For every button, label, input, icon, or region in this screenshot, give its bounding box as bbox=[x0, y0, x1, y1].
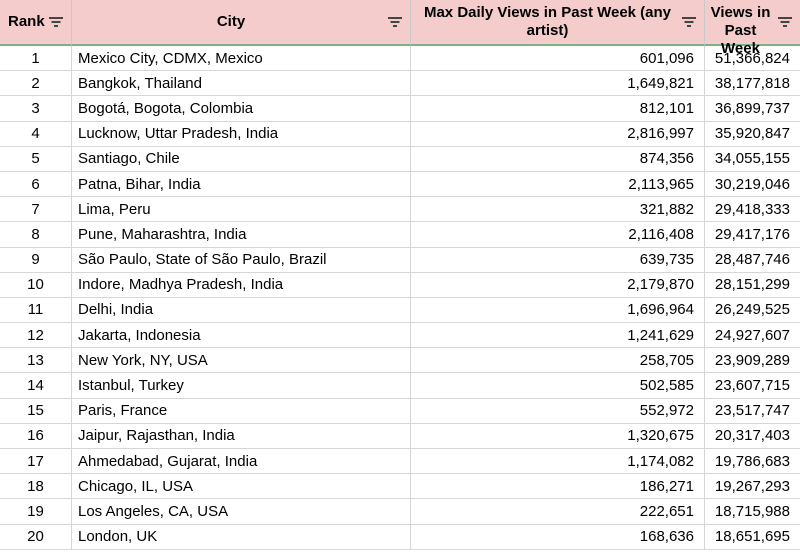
city-cell[interactable]: Paris, France bbox=[72, 398, 411, 424]
rank-cell[interactable]: 5 bbox=[0, 146, 72, 172]
max-views-cell[interactable]: 1,174,082 bbox=[411, 449, 705, 475]
city-cell[interactable]: Chicago, IL, USA bbox=[72, 474, 411, 500]
max-views-cell[interactable]: 2,179,870 bbox=[411, 272, 705, 298]
filter-icon[interactable] bbox=[388, 17, 402, 27]
rank-cell[interactable]: 17 bbox=[0, 449, 72, 475]
rank-cell[interactable]: 10 bbox=[0, 272, 72, 298]
city-cell[interactable]: Istanbul, Turkey bbox=[72, 373, 411, 399]
summed-views-cell[interactable]: 30,219,046 bbox=[705, 172, 800, 198]
header-city-label: City bbox=[216, 13, 246, 30]
city-cell[interactable]: Patna, Bihar, India bbox=[72, 171, 411, 198]
header-max-views-label: Max Daily Views in Past Week (any artist… bbox=[423, 4, 672, 39]
rank-cell[interactable]: 1 bbox=[0, 46, 72, 72]
summed-views-cell[interactable]: 23,517,747 bbox=[705, 399, 800, 424]
rank-cell[interactable]: 16 bbox=[0, 423, 72, 449]
rank-cell[interactable]: 3 bbox=[0, 96, 72, 122]
filter-icon[interactable] bbox=[49, 17, 63, 27]
max-views-cell[interactable]: 321,882 bbox=[411, 197, 705, 223]
header-rank[interactable]: Rank bbox=[0, 0, 72, 46]
city-cell[interactable]: London, UK bbox=[72, 524, 411, 550]
summed-views-cell[interactable]: 34,055,155 bbox=[705, 147, 800, 172]
filter-icon[interactable] bbox=[682, 17, 696, 27]
rank-cell[interactable]: 14 bbox=[0, 373, 72, 399]
summed-views-cell[interactable]: 29,418,333 bbox=[705, 197, 800, 223]
summed-views-cell[interactable]: 26,249,525 bbox=[705, 298, 800, 324]
summed-views-cell[interactable]: 23,909,289 bbox=[705, 348, 800, 374]
rank-cell[interactable]: 9 bbox=[0, 247, 72, 273]
summed-views-cell[interactable]: 20,317,403 bbox=[705, 424, 800, 449]
filter-icon[interactable] bbox=[778, 17, 792, 27]
header-city[interactable]: City bbox=[72, 0, 411, 46]
summed-views-cell[interactable]: 19,786,683 bbox=[705, 449, 800, 475]
city-cell[interactable]: Bangkok, Thailand bbox=[72, 71, 411, 97]
max-views-cell[interactable]: 552,972 bbox=[411, 398, 705, 424]
header-max-views[interactable]: Max Daily Views in Past Week (any artist… bbox=[411, 0, 705, 46]
city-cell[interactable]: Lucknow, Uttar Pradesh, India bbox=[72, 121, 411, 147]
summed-views-cell[interactable]: 29,417,176 bbox=[705, 222, 800, 248]
summed-views-cell[interactable]: 18,715,988 bbox=[705, 499, 800, 525]
city-cell[interactable]: Los Angeles, CA, USA bbox=[72, 499, 411, 525]
city-cell[interactable]: Ahmedabad, Gujarat, India bbox=[72, 449, 411, 475]
rank-cell[interactable]: 4 bbox=[0, 121, 72, 147]
max-views-cell[interactable]: 812,101 bbox=[411, 96, 705, 122]
city-cell[interactable]: Santiago, Chile bbox=[72, 146, 411, 172]
rank-cell[interactable]: 12 bbox=[0, 323, 72, 349]
header-summed-views[interactable]: Summed Views in Past Week bbox=[705, 0, 800, 57]
city-cell[interactable]: Indore, Madhya Pradesh, India bbox=[72, 272, 411, 298]
summed-views-cell[interactable]: 24,927,607 bbox=[705, 323, 800, 349]
city-cell[interactable]: New York, NY, USA bbox=[72, 348, 411, 374]
city-cell[interactable]: Jaipur, Rajasthan, India bbox=[72, 423, 411, 449]
summed-views-cell[interactable]: 28,151,299 bbox=[705, 273, 800, 298]
summed-views-cell[interactable]: 18,651,695 bbox=[705, 525, 800, 550]
rank-cell[interactable]: 8 bbox=[0, 222, 72, 248]
rank-cell[interactable]: 11 bbox=[0, 297, 72, 324]
header-summed-views-label: Summed Views in Past Week bbox=[709, 0, 772, 57]
summed-views-cell[interactable]: 36,899,737 bbox=[705, 96, 800, 122]
max-views-cell[interactable]: 601,096 bbox=[411, 46, 705, 72]
max-views-cell[interactable]: 639,735 bbox=[411, 247, 705, 273]
max-views-cell[interactable]: 258,705 bbox=[411, 348, 705, 374]
rank-cell[interactable]: 13 bbox=[0, 348, 72, 374]
summed-views-cell[interactable]: 19,267,293 bbox=[705, 474, 800, 500]
max-views-cell[interactable]: 222,651 bbox=[411, 499, 705, 525]
max-views-cell[interactable]: 2,816,997 bbox=[411, 121, 705, 147]
city-cell[interactable]: Jakarta, Indonesia bbox=[72, 323, 411, 349]
max-views-cell[interactable]: 1,696,964 bbox=[411, 297, 705, 324]
rank-cell[interactable]: 2 bbox=[0, 71, 72, 97]
rank-cell[interactable]: 6 bbox=[0, 171, 72, 198]
max-views-cell[interactable]: 186,271 bbox=[411, 474, 705, 500]
max-views-cell[interactable]: 1,320,675 bbox=[411, 423, 705, 449]
city-cell[interactable]: Pune, Maharashtra, India bbox=[72, 222, 411, 248]
max-views-cell[interactable]: 1,649,821 bbox=[411, 71, 705, 97]
rank-cell[interactable]: 7 bbox=[0, 197, 72, 223]
header-rank-label: Rank bbox=[8, 13, 45, 30]
max-views-cell[interactable]: 874,356 bbox=[411, 146, 705, 172]
summed-views-cell[interactable]: 35,920,847 bbox=[705, 122, 800, 147]
rank-cell[interactable]: 18 bbox=[0, 474, 72, 500]
max-views-cell[interactable]: 1,241,629 bbox=[411, 323, 705, 349]
city-cell[interactable]: Bogotá, Bogota, Colombia bbox=[72, 96, 411, 122]
rank-cell[interactable]: 20 bbox=[0, 524, 72, 550]
city-cell[interactable]: Mexico City, CDMX, Mexico bbox=[72, 46, 411, 72]
summed-views-cell[interactable]: 51,366,824 bbox=[705, 46, 800, 72]
rank-cell[interactable]: 15 bbox=[0, 398, 72, 424]
city-cell[interactable]: São Paulo, State of São Paulo, Brazil bbox=[72, 247, 411, 273]
city-cell[interactable]: Lima, Peru bbox=[72, 197, 411, 223]
city-cell[interactable]: Delhi, India bbox=[72, 297, 411, 324]
max-views-cell[interactable]: 2,113,965 bbox=[411, 171, 705, 198]
summed-views-cell[interactable]: 38,177,818 bbox=[705, 71, 800, 97]
max-views-cell[interactable]: 502,585 bbox=[411, 373, 705, 399]
max-views-cell[interactable]: 168,636 bbox=[411, 524, 705, 550]
max-views-cell[interactable]: 2,116,408 bbox=[411, 222, 705, 248]
rank-cell[interactable]: 19 bbox=[0, 499, 72, 525]
summed-views-cell[interactable]: 28,487,746 bbox=[705, 248, 800, 273]
summed-views-cell[interactable]: 23,607,715 bbox=[705, 373, 800, 399]
